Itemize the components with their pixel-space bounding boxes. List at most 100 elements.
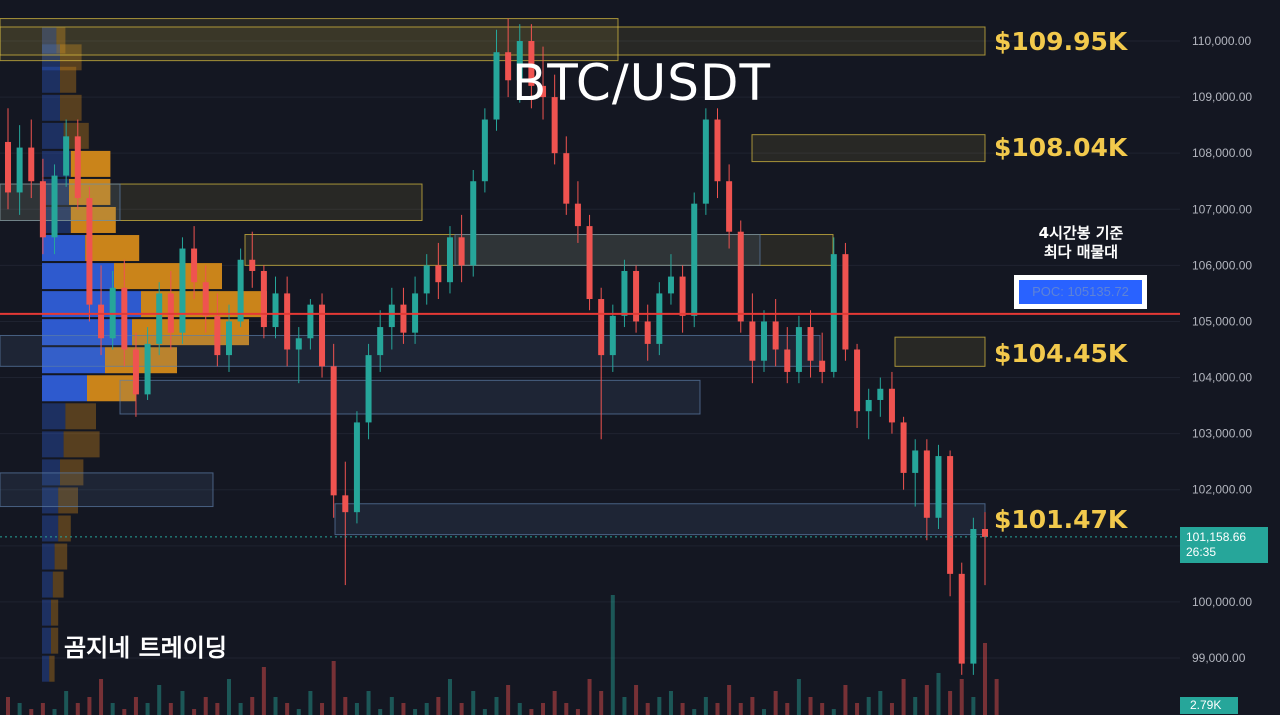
volume-bar: [413, 709, 418, 715]
profile-sell-bar: [51, 599, 59, 626]
volume-bar: [110, 703, 115, 715]
candle-body: [714, 119, 721, 182]
volume-bar: [494, 697, 499, 715]
poc-label-box: POC: 105135.72: [1014, 275, 1147, 309]
volume-bar: [529, 709, 534, 715]
volume-bar: [820, 703, 825, 715]
candle-body: [400, 304, 407, 333]
candle-countdown: 26:35: [1186, 545, 1217, 559]
candle-body: [39, 181, 46, 238]
candle-body: [621, 270, 628, 316]
volume-bar: [866, 697, 871, 715]
price-axis[interactable]: 110,000.00 109,000.00 108,000.00 107,000.00…: [1180, 0, 1280, 715]
axis-tick-label: 110,000.00: [1192, 34, 1251, 48]
price-zone: [894, 336, 986, 367]
volume-bar: [994, 679, 999, 715]
axis-tick-label: 99,000.00: [1192, 651, 1246, 665]
profile-buy-bar: [42, 627, 51, 654]
volume-bar: [622, 697, 627, 715]
volume-bar: [692, 709, 697, 715]
volume-bar: [750, 697, 755, 715]
profile-buy-bar: [42, 543, 55, 570]
poc-annotation: 4시간봉 기준 최다 매물대: [1010, 224, 1152, 262]
volume-bar: [703, 697, 708, 715]
volume-bar: [133, 697, 138, 715]
profile-sell-bar: [51, 627, 59, 654]
volume-bar: [936, 673, 941, 715]
candle-body: [295, 338, 302, 350]
volume-bar: [192, 709, 197, 715]
volume-bar: [64, 691, 69, 715]
candle-body: [598, 299, 605, 356]
candle-body: [528, 41, 535, 86]
candle-body: [179, 248, 186, 333]
axis-tick-label: 109,000.00: [1192, 90, 1252, 104]
candle-body: [74, 136, 81, 199]
candle-body: [807, 327, 814, 361]
candle-body: [249, 259, 256, 271]
volume-bar: [261, 667, 266, 715]
axis-tick-label: 106,000.00: [1192, 258, 1252, 272]
zone-label-109950: $109.95K: [994, 27, 1128, 56]
volume-bar: [785, 703, 790, 715]
profile-sell-bar: [52, 571, 64, 598]
volume-bar: [831, 709, 836, 715]
volume-bar: [715, 703, 720, 715]
volume-bar: [296, 709, 301, 715]
candle-body: [202, 282, 209, 316]
volume-bar: [250, 697, 255, 715]
volume-bar: [389, 697, 394, 715]
candle-body: [237, 259, 244, 322]
poc-label: POC: 105135.72: [1019, 280, 1142, 304]
volume-bar: [331, 661, 336, 715]
price-zone: [334, 503, 986, 536]
profile-buy-bar: [42, 44, 60, 71]
volume-bar: [727, 685, 732, 715]
candle-body: [784, 349, 791, 372]
candle-body: [388, 304, 395, 328]
candle-body: [935, 456, 942, 518]
candle-body: [667, 276, 674, 294]
candle-body: [772, 321, 779, 350]
volume-bar: [610, 595, 615, 715]
profile-sell-bar: [60, 66, 77, 93]
candle-body: [156, 293, 163, 344]
candle-body: [272, 293, 279, 328]
axis-tick-label: 107,000.00: [1192, 202, 1252, 216]
candle-body: [842, 254, 849, 350]
volume-bar: [320, 703, 325, 715]
zone-label-108040: $108.04K: [994, 133, 1128, 162]
volume-bar: [87, 697, 92, 715]
price-zone: [0, 472, 214, 508]
axis-tick-label: 104,000.00: [1192, 371, 1252, 385]
zone-label-101470: $101.47K: [994, 505, 1128, 534]
candle-body: [691, 203, 698, 316]
profile-buy-bar: [42, 571, 53, 598]
axis-tick-label: 105,000.00: [1192, 314, 1252, 328]
volume-bar: [366, 691, 371, 715]
volume-badge: 2.79K: [1180, 697, 1238, 714]
volume-bar: [796, 679, 801, 715]
candle-body: [121, 287, 128, 350]
volume-bar: [913, 697, 918, 715]
candle-body: [458, 237, 465, 266]
candle-body: [284, 293, 291, 350]
candle-body: [644, 321, 651, 344]
candle-body: [28, 147, 35, 182]
volume-bar: [273, 697, 278, 715]
profile-buy-bar: [42, 347, 105, 374]
candle-body: [888, 388, 895, 423]
volume-bar: [215, 703, 220, 715]
candle-body: [737, 231, 744, 322]
price-zone: [0, 26, 986, 56]
volume-bar: [948, 691, 953, 715]
candle-body: [16, 147, 23, 193]
candle-body: [970, 528, 977, 664]
candle-body: [702, 119, 709, 204]
volume-bar: [645, 703, 650, 715]
volume-bar: [901, 679, 906, 715]
volume-bar: [843, 685, 848, 715]
candle-body: [609, 315, 616, 356]
profile-buy-bar: [42, 375, 87, 402]
